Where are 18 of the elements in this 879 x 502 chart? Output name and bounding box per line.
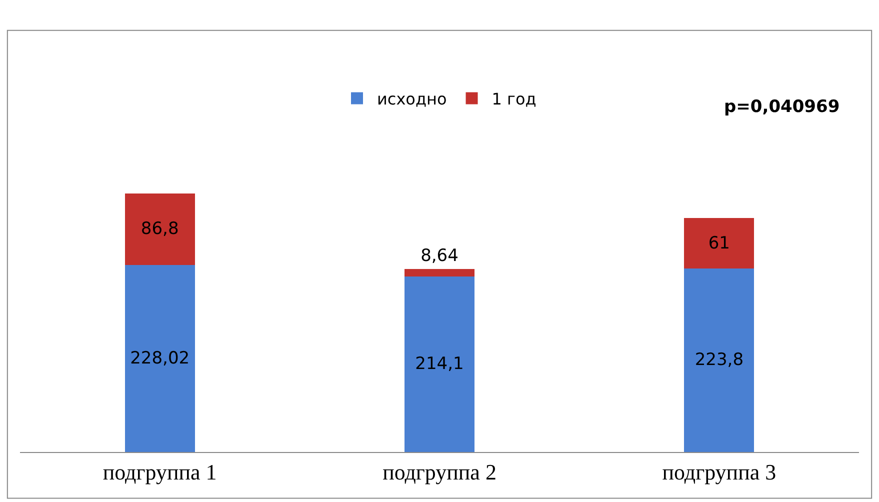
bar — [404, 269, 474, 276]
bar — [124, 194, 195, 265]
data-label: 223,8 — [694, 350, 744, 370]
data-label: 61 — [708, 233, 730, 254]
data-label: 228,02 — [130, 348, 190, 368]
bar — [404, 276, 474, 452]
text: p=0,040969 — [724, 97, 840, 117]
data-label: 8,64 — [420, 246, 458, 266]
data-label: 214,1 — [415, 354, 464, 374]
bar — [684, 268, 754, 452]
legend-label: исходно — [377, 90, 447, 109]
x-tick-label: подгруппа 2 — [382, 459, 496, 484]
data-label: 86,8 — [140, 219, 179, 240]
x-tick-label: подгруппа 1 — [102, 459, 217, 484]
x-tick-label: подгруппа 3 — [662, 459, 776, 484]
bar — [684, 218, 754, 268]
legend-label: 1 год — [492, 90, 536, 109]
bar — [124, 264, 195, 452]
